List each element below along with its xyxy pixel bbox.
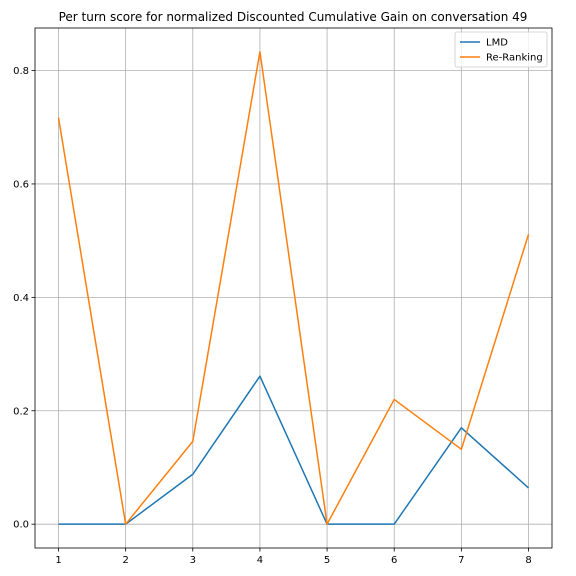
x-tick-label: 1 [55,555,61,566]
chart-title: Per turn score for normalized Discounted… [59,10,528,24]
y-tick-label: 0.6 [13,179,29,190]
series-lines [57,51,530,525]
legend: LMD Re-Ranking [454,31,548,68]
series-line-lmd [58,375,530,525]
y-tick-label: 0.8 [13,66,29,77]
axis-ticks: 1 2 3 4 5 6 7 8 0.0 0.2 0.4 0.6 0.8 [13,66,532,566]
y-tick-label: 0.2 [13,406,29,417]
legend-label: LMD [486,38,508,49]
x-tick-label: 2 [122,555,128,566]
grid-lines [35,28,552,548]
x-tick-label: 6 [391,555,397,566]
x-tick-label: 3 [190,555,196,566]
y-tick-label: 0.4 [13,293,29,304]
series-line-re-ranking [57,51,530,525]
y-tick-label: 0.0 [13,520,29,531]
x-tick-label: 4 [257,555,263,566]
plot-frame [34,27,553,549]
legend-box [454,31,548,68]
x-tick-label: 7 [458,555,464,566]
x-tick-label: 8 [525,555,531,566]
legend-label: Re-Ranking [486,53,543,64]
x-tick-label: 5 [324,555,330,566]
